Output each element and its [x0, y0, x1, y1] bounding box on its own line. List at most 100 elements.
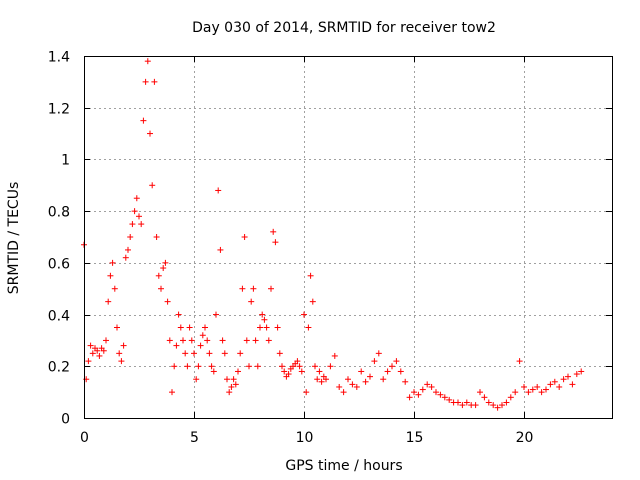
data-point [107, 272, 114, 279]
data-point [232, 381, 239, 388]
data-point [272, 239, 279, 246]
data-point [316, 368, 323, 375]
data-point [384, 368, 391, 375]
data-point [116, 350, 123, 357]
data-point [177, 324, 184, 331]
data-point [140, 117, 147, 124]
data-point [419, 386, 426, 393]
data-point [171, 363, 178, 370]
data-point [224, 376, 230, 383]
data-point [307, 272, 314, 279]
data-point [195, 363, 202, 370]
data-point [265, 337, 272, 344]
data-point [485, 399, 492, 406]
data-point [173, 342, 180, 349]
x-tick-label: 15 [406, 430, 424, 446]
data-point [362, 378, 369, 385]
data-point [371, 358, 378, 365]
data-point [215, 187, 222, 194]
data-point [87, 342, 94, 349]
data-point [279, 363, 285, 370]
data-point [318, 378, 325, 385]
data-point [309, 298, 316, 305]
data-point [186, 324, 193, 331]
data-point [136, 213, 142, 220]
data-point [446, 396, 453, 403]
data-point [336, 383, 343, 390]
data-point [556, 383, 563, 390]
data-point [578, 368, 585, 375]
data-point [199, 332, 206, 339]
data-point [89, 350, 96, 357]
data-point [96, 352, 103, 359]
grid [84, 56, 612, 418]
data-point [206, 350, 213, 357]
data-point [406, 394, 413, 401]
data-point [477, 389, 483, 396]
data-point [441, 394, 448, 401]
data-point [193, 376, 200, 383]
data-point [411, 389, 417, 396]
data-point [340, 389, 347, 396]
data-point [151, 78, 158, 85]
y-tick-label: 0.8 [48, 205, 70, 221]
data-point [202, 324, 208, 331]
data-point [437, 391, 444, 398]
data-point [100, 347, 107, 354]
data-point [208, 363, 215, 370]
data-point [389, 363, 395, 370]
data-point [353, 383, 360, 390]
chart-title: Day 030 of 2014, SRMTID for receiver tow… [192, 20, 496, 36]
data-point [217, 246, 224, 253]
data-point [424, 381, 431, 388]
data-point [494, 404, 501, 411]
data-point [252, 337, 259, 344]
data-point [103, 337, 109, 344]
data-point [237, 350, 244, 357]
x-tick-label: 5 [190, 430, 199, 446]
data-point [415, 391, 422, 398]
data-point [153, 234, 160, 240]
data-point [298, 368, 305, 375]
data-point [294, 358, 301, 365]
data-point [111, 285, 118, 292]
data-point [281, 368, 288, 375]
data-point [323, 376, 329, 383]
data-point [246, 363, 252, 370]
data-series [81, 58, 585, 411]
data-point [345, 376, 351, 383]
data-point [197, 342, 204, 349]
data-point [433, 389, 439, 396]
data-point [525, 389, 532, 396]
data-point [301, 311, 307, 318]
data-point [144, 58, 151, 65]
x-tick-label: 20 [516, 430, 534, 446]
data-point [565, 373, 571, 380]
data-point [210, 368, 217, 375]
data-point [499, 402, 505, 409]
data-point [120, 342, 127, 349]
y-tick-label: 0.2 [48, 360, 70, 376]
data-point [551, 378, 558, 385]
data-point [331, 352, 338, 359]
data-point [239, 285, 246, 292]
data-point [543, 386, 549, 393]
x-axis-label: GPS time / hours [285, 458, 402, 474]
data-point [481, 394, 488, 401]
data-point [507, 394, 514, 401]
data-point [380, 376, 387, 383]
y-tick-label: 0.4 [48, 309, 70, 325]
data-point [204, 337, 211, 344]
data-point [162, 259, 169, 266]
data-point [191, 350, 197, 357]
x-axis-ticks: 0 5 10 15 20 [80, 56, 533, 446]
data-point [270, 228, 277, 235]
data-point [131, 208, 138, 215]
data-point [569, 381, 576, 388]
data-point [327, 363, 334, 370]
data-point [184, 363, 191, 370]
data-point [213, 311, 219, 318]
y-tick-label: 1 [61, 153, 70, 169]
y-tick-label: 0.6 [48, 257, 70, 273]
